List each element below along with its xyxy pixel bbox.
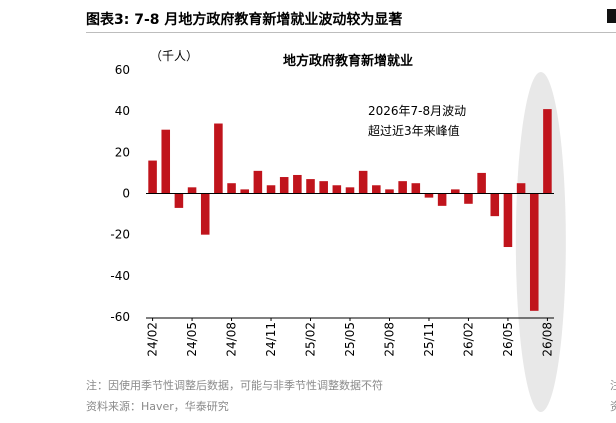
- y-tick-label: 20: [115, 145, 130, 159]
- chart-title: 地方政府教育新增就业: [283, 53, 413, 69]
- footnote: 注：因使用季节性调整后数据，可能与非季节性调整数据不符: [86, 379, 383, 392]
- bar: [319, 181, 328, 194]
- x-tick-label: 26/05: [501, 322, 515, 357]
- adjacent-figure-edge-text: 资: [610, 400, 616, 413]
- y-tick-label: 40: [115, 104, 130, 118]
- x-tick-label: 24/05: [185, 322, 199, 357]
- y-tick-label: -60: [110, 310, 130, 324]
- y-axis-ticks: 60 40 20 0 -20 -40 -60: [110, 63, 130, 324]
- bar: [372, 185, 381, 194]
- bar: [266, 185, 276, 194]
- bar: [437, 193, 447, 206]
- bar: [477, 172, 486, 194]
- y-tick-label: -40: [110, 269, 130, 283]
- bar: [174, 193, 184, 208]
- x-tick-label: 25/11: [422, 322, 436, 357]
- bar: [464, 193, 473, 204]
- figure-title: 图表3: 7-8 月地方政府教育新增就业波动较为显著: [86, 9, 402, 29]
- bar: [227, 183, 236, 194]
- bar: [503, 193, 513, 248]
- bar: [279, 177, 289, 194]
- bar: [385, 189, 394, 194]
- x-axis-ticks: 24/02 24/05 24/08 24/11 25/02 25/05 25/08 25/11…: [146, 318, 554, 357]
- bar: [424, 193, 434, 198]
- bar: [332, 185, 342, 194]
- x-tick-label: 24/11: [264, 322, 278, 357]
- title-divider: [86, 32, 616, 33]
- bar: [253, 170, 263, 194]
- x-tick-label: 24/02: [146, 322, 160, 357]
- bar: [161, 129, 171, 194]
- y-tick-label: 0: [122, 187, 130, 201]
- x-tick-label: 25/08: [382, 322, 396, 357]
- bar: [240, 189, 249, 194]
- adjacent-figure-edge: [607, 9, 616, 23]
- x-tick-label: 25/05: [343, 322, 357, 357]
- bar: [451, 189, 460, 194]
- x-tick-label: 24/08: [225, 322, 239, 357]
- bar: [200, 193, 210, 235]
- bar: [306, 179, 315, 194]
- bar: [214, 123, 223, 194]
- annotation-line: 2026年7-8月波动: [368, 104, 466, 118]
- bar: [516, 183, 526, 194]
- figure-label: 图表3:: [86, 12, 130, 28]
- y-axis-unit-label: （千人）: [150, 49, 198, 63]
- bar: [490, 193, 500, 217]
- x-tick-label: 26/08: [540, 322, 554, 357]
- bar: [293, 174, 302, 194]
- bar: [543, 109, 552, 194]
- highlight-ellipse: [515, 72, 566, 412]
- bar: [529, 193, 539, 311]
- bar-series: [148, 109, 552, 311]
- bar: [398, 181, 407, 194]
- y-tick-label: -20: [110, 228, 130, 242]
- figure-title-text: 7-8 月地方政府教育新增就业波动较为显著: [134, 12, 403, 28]
- bar: [148, 160, 157, 194]
- bar: [187, 187, 197, 194]
- adjacent-figure-edge-text: 注: [610, 379, 616, 392]
- y-tick-label: 60: [115, 63, 130, 77]
- source-note: 资料来源：Haver，华泰研究: [86, 400, 229, 413]
- x-tick-label: 26/02: [461, 322, 475, 357]
- x-tick-label: 25/02: [304, 322, 318, 357]
- annotation-line: 超过近3年来峰值: [368, 123, 460, 138]
- bar: [345, 187, 355, 194]
- bar: [411, 183, 421, 194]
- bar: [358, 170, 368, 194]
